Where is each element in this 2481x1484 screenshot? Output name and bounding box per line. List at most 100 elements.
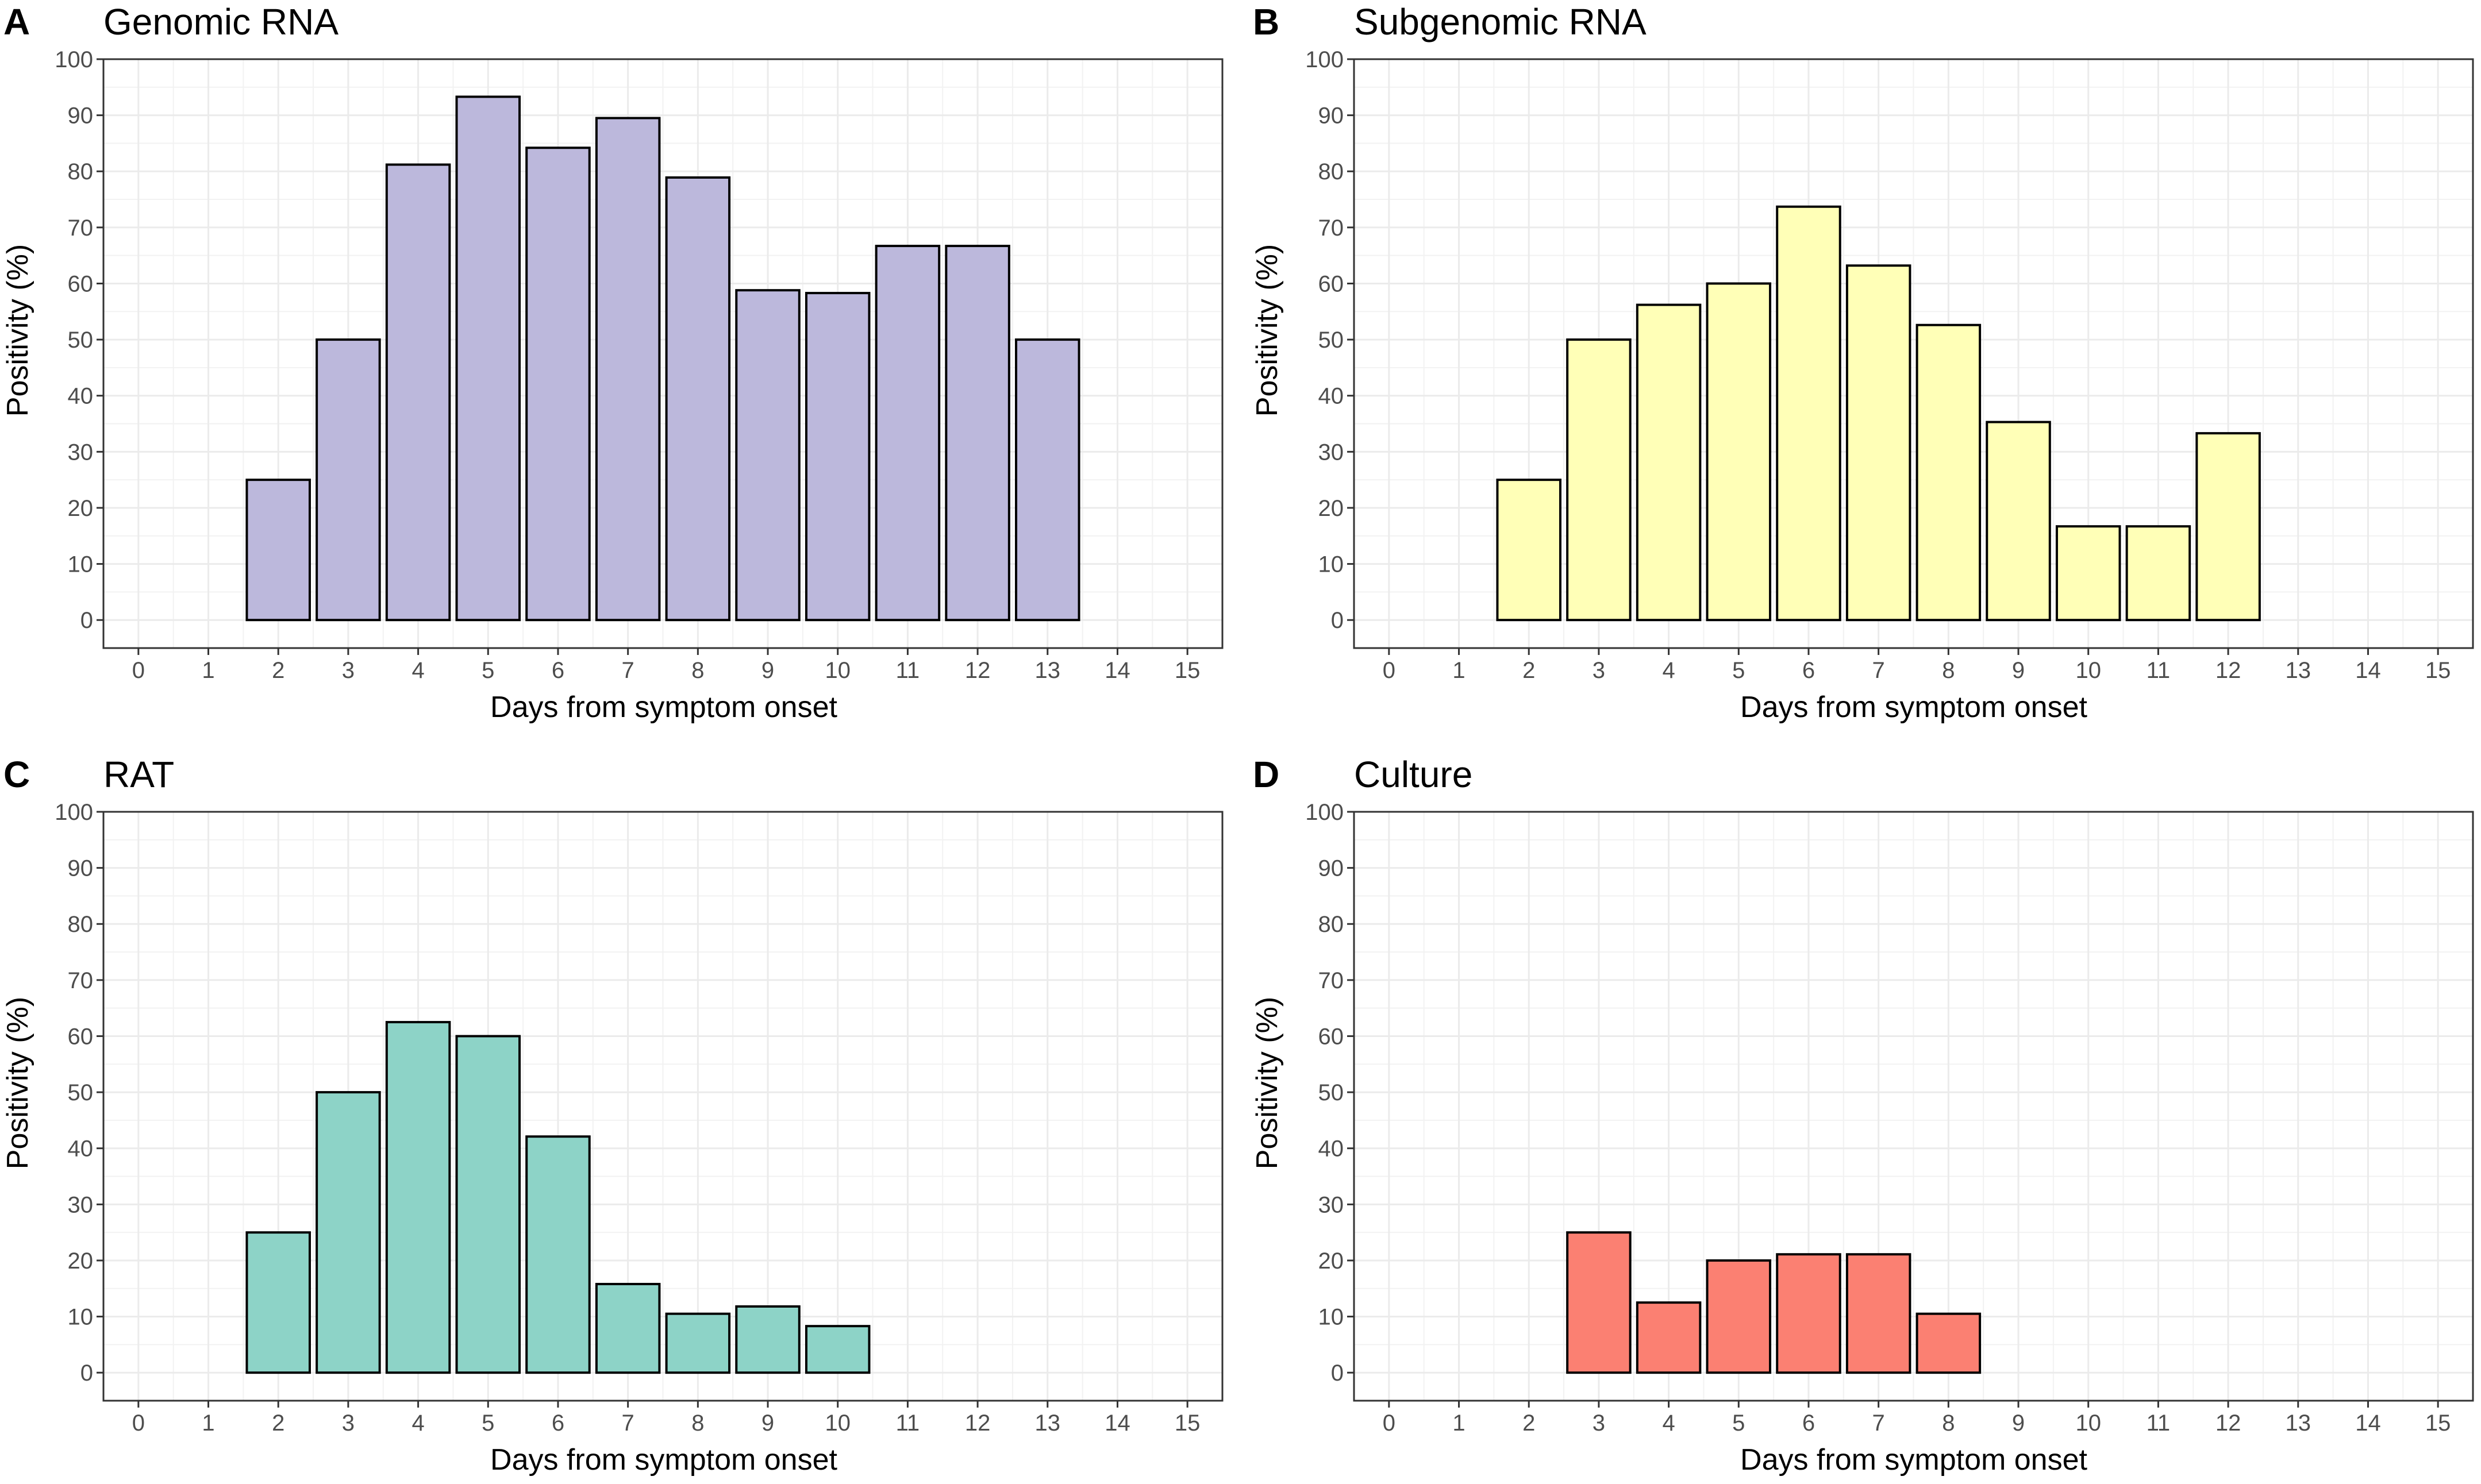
y-tick-label: 40 [1318, 384, 1344, 409]
y-tick-label: 100 [55, 800, 93, 825]
x-tick-label: 14 [2355, 658, 2381, 683]
x-tick-label: 3 [1593, 658, 1605, 683]
x-tick-label: 9 [2012, 1410, 2025, 1436]
y-tick-label: 80 [1318, 159, 1344, 184]
x-tick-label: 15 [2425, 658, 2451, 683]
x-tick-label: 2 [272, 1410, 284, 1436]
x-tick-label: 6 [552, 1410, 564, 1436]
y-axis-title: Positivity (%) [1251, 997, 1284, 1169]
y-tick-label: 70 [68, 968, 94, 993]
y-tick-label: 30 [68, 1192, 94, 1217]
x-tick-label: 7 [622, 1410, 634, 1436]
bar [1915, 323, 1982, 622]
x-tick-label: 10 [2075, 658, 2101, 683]
bar [1496, 479, 1561, 622]
x-tick-label: 4 [411, 1410, 424, 1436]
x-tick-label: 1 [1452, 1410, 1465, 1436]
x-tick-label: 1 [202, 1410, 214, 1436]
y-tick-label: 20 [1318, 496, 1344, 521]
x-tick-label: 8 [691, 658, 704, 683]
bar [1636, 303, 1702, 622]
y-tick-label: 40 [68, 1136, 94, 1162]
y-tick-label: 80 [68, 159, 94, 184]
x-tick-label: 0 [132, 1410, 145, 1436]
bar [1776, 1253, 1841, 1374]
bar [665, 176, 731, 622]
x-tick-label: 8 [691, 1410, 704, 1436]
y-tick-label: 60 [68, 1024, 94, 1049]
bar [1015, 338, 1080, 622]
x-tick-label: 13 [2286, 1410, 2311, 1436]
x-axis-title: Days from symptom onset [1740, 691, 2087, 724]
y-tick-label: 0 [1331, 1360, 1344, 1386]
x-tick-label: 13 [2286, 658, 2311, 683]
bar [875, 245, 941, 622]
x-tick-label: 12 [2215, 1410, 2241, 1436]
x-tick-label: 9 [2012, 658, 2025, 683]
panel-letter: A [3, 1, 30, 43]
y-tick-label: 90 [1318, 856, 1344, 881]
x-tick-label: 0 [132, 658, 145, 683]
x-tick-label: 12 [2215, 658, 2241, 683]
x-tick-label: 4 [1662, 1410, 1675, 1436]
bar [385, 1021, 451, 1374]
y-tick-label: 60 [1318, 1024, 1344, 1049]
x-axis-title: Days from symptom onset [1740, 1443, 2087, 1477]
y-tick-label: 60 [1318, 271, 1344, 296]
y-tick-label: 30 [68, 440, 94, 465]
y-tick-label: 20 [1318, 1248, 1344, 1274]
bar [245, 1231, 311, 1374]
x-tick-label: 1 [202, 658, 214, 683]
bar [1706, 1259, 1772, 1374]
bar [1566, 1231, 1632, 1374]
y-tick-label: 40 [1318, 1136, 1344, 1162]
y-tick-label: 10 [68, 552, 94, 577]
y-tick-label: 30 [1318, 440, 1344, 465]
x-tick-label: 6 [1802, 1410, 1815, 1436]
y-tick-label: 20 [68, 496, 94, 521]
y-tick-label: 60 [68, 271, 94, 296]
panel-subgenomic-rna: B Subgenomic RNA 0 10 20 30 40 50 60 70 80 90 100 0… [1251, 1, 2474, 724]
y-tick-label: 50 [68, 327, 94, 353]
x-tick-label: 2 [1522, 1410, 1535, 1436]
bar [1636, 1301, 1702, 1374]
bar [1776, 205, 1841, 622]
panel-letter: D [1253, 754, 1279, 795]
x-tick-label: 14 [1105, 658, 1130, 683]
bar [595, 117, 661, 622]
y-tick-label: 10 [1318, 1305, 1344, 1330]
panel-title: Culture [1354, 754, 1472, 795]
y-tick-label: 50 [1318, 1080, 1344, 1105]
x-tick-label: 3 [342, 1410, 355, 1436]
panel-title: Genomic RNA [103, 1, 339, 43]
bar [1706, 282, 1772, 622]
y-tick-label: 80 [68, 912, 94, 937]
bar [595, 1282, 661, 1374]
bar [245, 479, 311, 622]
x-tick-label: 10 [825, 658, 851, 683]
y-tick-label: 10 [1318, 552, 1344, 577]
x-tick-label: 1 [1452, 658, 1465, 683]
y-tick-label: 70 [1318, 968, 1344, 993]
x-tick-label: 5 [1732, 658, 1745, 683]
x-tick-label: 7 [1872, 658, 1885, 683]
bar [525, 147, 591, 622]
x-tick-label: 15 [1175, 658, 1201, 683]
x-tick-label: 5 [1732, 1410, 1745, 1436]
x-tick-label: 12 [965, 1410, 991, 1436]
bar [316, 1091, 381, 1374]
x-tick-label: 3 [1593, 1410, 1605, 1436]
bar [1566, 338, 1632, 622]
y-tick-label: 30 [1318, 1192, 1344, 1217]
y-tick-label: 0 [80, 1360, 93, 1386]
x-tick-label: 14 [2355, 1410, 2381, 1436]
x-tick-label: 15 [1175, 1410, 1201, 1436]
y-tick-label: 70 [1318, 215, 1344, 241]
y-tick-label: 90 [68, 856, 94, 881]
bar [665, 1312, 731, 1374]
bar [805, 1325, 871, 1374]
